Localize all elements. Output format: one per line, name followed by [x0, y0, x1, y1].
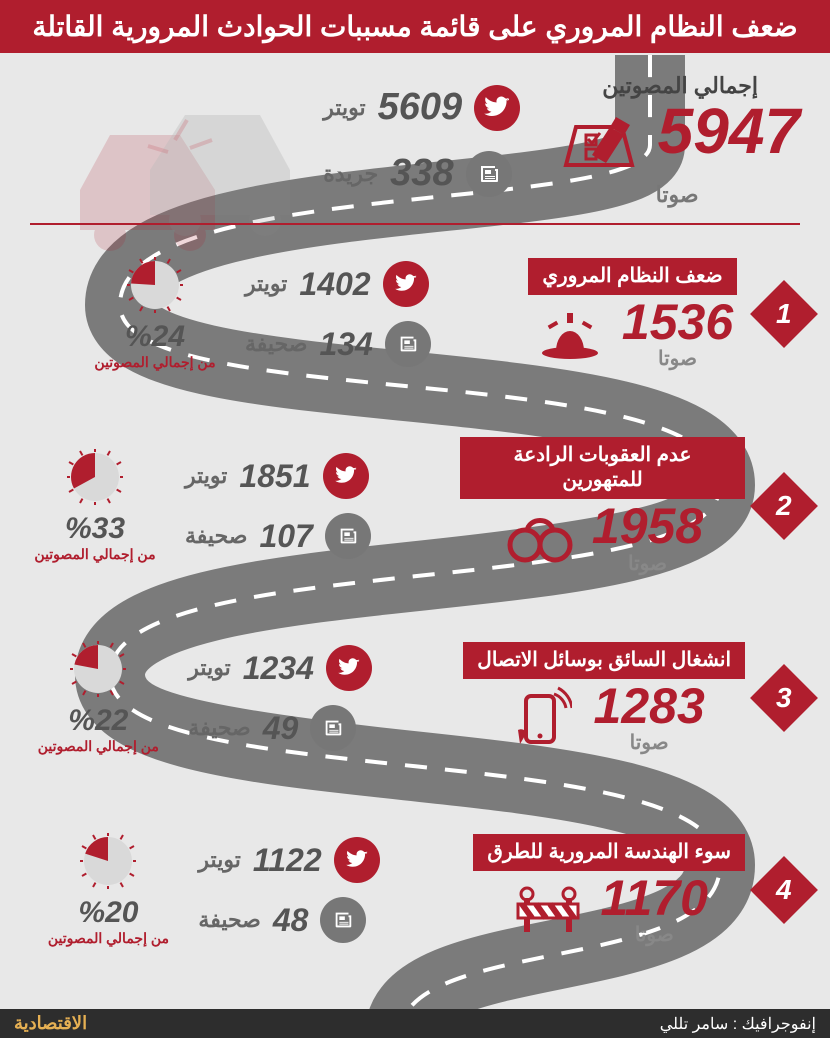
pct-caption: من إجمالي المصوتين [90, 354, 220, 371]
newspaper-icon [325, 513, 371, 559]
twitter-label: تويتر [188, 655, 230, 681]
total-twitter-value: 5609 [378, 86, 463, 129]
cause-twitter-value: 1851 [239, 458, 310, 495]
cause-newspaper-value: 48 [273, 902, 309, 939]
twitter-icon [323, 453, 369, 499]
cause-row: 3 انشغال السائق بوسائل الاتصال 1283 صوتا… [30, 623, 800, 773]
cause-votes: 1170 [600, 875, 708, 923]
pct-caption: من إجمالي المصوتين [43, 930, 173, 947]
newspaper-label: صحيفة [185, 523, 247, 549]
cause-twitter-row: 1402 تويتر [245, 261, 495, 307]
twitter-icon [334, 837, 380, 883]
cause-votes: 1958 [592, 503, 703, 551]
rank-badge: 2 [750, 472, 818, 540]
twitter-label: تويتر [245, 271, 287, 297]
twitter-icon [383, 261, 429, 307]
pct-block: %33 من إجمالي المصوتين [30, 449, 160, 563]
newspaper-label: صحيفة [198, 907, 260, 933]
cause-row: 1 ضعف النظام المروري 1536 صوتا 1402 تويت… [30, 239, 800, 389]
newspaper-label: صحيفة [245, 331, 307, 357]
barrier-icon [510, 880, 586, 941]
phone-icon [504, 684, 580, 753]
cause-votes: 1283 [594, 683, 705, 731]
cause-title: سوء الهندسة المرورية للطرق [473, 834, 745, 871]
cause-newspaper-value: 134 [319, 326, 372, 363]
cause-newspaper-value: 49 [263, 710, 299, 747]
footer-brand: الاقتصادية [14, 1013, 87, 1034]
votes-unit: صوتا [622, 346, 733, 371]
cause-twitter-row: 1234 تويتر [188, 645, 438, 691]
pct-value: %33 [30, 512, 160, 546]
total-number: 5947 [658, 95, 800, 167]
cause-twitter-value: 1402 [299, 266, 370, 303]
pct-value: %20 [43, 896, 173, 930]
cause-twitter-row: 1122 تويتر [198, 837, 448, 883]
total-twitter-row: 5609 تويتر [323, 85, 520, 131]
cause-newspaper-row: 48 صحيفة [198, 897, 448, 943]
cause-votes: 1536 [622, 299, 733, 347]
cause-newspaper-row: 134 صحيفة [245, 321, 495, 367]
cause-newspaper-row: 107 صحيفة [185, 513, 435, 559]
pct-block: %24 من إجمالي المصوتين [90, 257, 220, 371]
votes-unit: صوتا [592, 551, 703, 576]
cause-row: 2 عدم العقوبات الرادعة للمتهورين 1958 صو… [30, 431, 800, 581]
total-voters-block: إجمالي المصوتين 5947 صوتا [30, 73, 800, 208]
cause-twitter-value: 1234 [243, 650, 314, 687]
twitter-icon [474, 85, 520, 131]
cause-row: 4 سوء الهندسة المرورية للطرق 1170 صوتا 1… [30, 815, 800, 965]
rank-badge: 1 [750, 280, 818, 348]
pct-block: %22 من إجمالي المصوتين [33, 641, 163, 755]
newspaper-icon [385, 321, 431, 367]
pct-caption: من إجمالي المصوتين [33, 738, 163, 755]
pct-value: %22 [33, 704, 163, 738]
newspaper-icon [320, 897, 366, 943]
cause-title: انشغال السائق بوسائل الاتصال [463, 642, 745, 679]
newspaper-icon [310, 705, 356, 751]
rank-badge: 4 [750, 856, 818, 924]
ballot-icon [560, 115, 638, 182]
newspaper-label: جريدة [323, 161, 378, 187]
twitter-label: تويتر [185, 463, 227, 489]
footer: إنفوجرافيك : سامر تللي الاقتصادية [0, 1009, 830, 1038]
newspaper-label: صحيفة [188, 715, 250, 741]
cause-twitter-row: 1851 تويتر [185, 453, 435, 499]
page-title: ضعف النظام المروري على قائمة مسببات الحو… [0, 0, 830, 53]
total-newspaper-row: 338 جريدة [323, 151, 520, 197]
votes-unit: صوتا [600, 922, 708, 947]
twitter-label: تويتر [323, 95, 365, 121]
cause-title: ضعف النظام المروري [528, 258, 736, 295]
cause-twitter-value: 1122 [253, 842, 322, 879]
total-newspaper-value: 338 [390, 152, 453, 195]
cause-newspaper-row: 49 صحيفة [188, 705, 438, 751]
pct-caption: من إجمالي المصوتين [30, 546, 160, 563]
rank-badge: 3 [750, 664, 818, 732]
cause-title: عدم العقوبات الرادعة للمتهورين [460, 437, 745, 499]
pct-value: %24 [90, 320, 220, 354]
total-unit: صوتا [656, 182, 699, 208]
twitter-icon [326, 645, 372, 691]
footer-credit: إنفوجرافيك : سامر تللي [660, 1014, 816, 1034]
newspaper-icon [466, 151, 512, 197]
twitter-label: تويتر [198, 847, 240, 873]
votes-unit: صوتا [594, 730, 705, 755]
siren-icon [532, 303, 608, 366]
divider [30, 223, 800, 225]
handcuffs-icon [502, 509, 578, 570]
pct-block: %20 من إجمالي المصوتين [43, 833, 173, 947]
cause-newspaper-value: 107 [259, 518, 312, 555]
